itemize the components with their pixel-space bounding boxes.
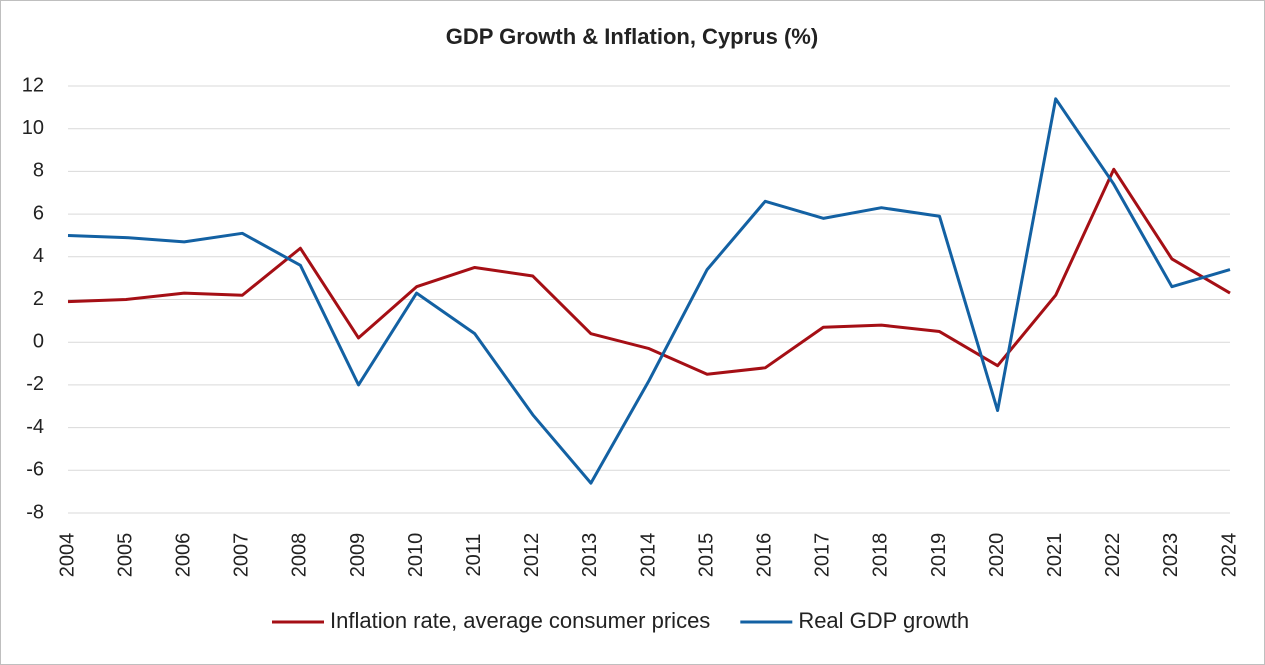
y-tick-label: -6 xyxy=(26,459,44,481)
x-tick-label: 2017 xyxy=(812,533,834,578)
y-tick-label: 0 xyxy=(33,330,44,352)
x-tick-label: 2014 xyxy=(637,533,659,578)
y-tick-label: -4 xyxy=(26,416,44,438)
chart-title: GDP Growth & Inflation, Cyprus (%) xyxy=(446,24,818,49)
x-tick-label: 2007 xyxy=(231,533,253,578)
x-tick-label: 2010 xyxy=(405,533,427,578)
y-tick-label: -8 xyxy=(26,501,44,523)
x-tick-label: 2018 xyxy=(870,533,892,578)
x-tick-label: 2005 xyxy=(114,533,136,578)
legend-label: Real GDP growth xyxy=(798,608,969,633)
x-tick-label: 2023 xyxy=(1160,533,1182,578)
legend-label: Inflation rate, average consumer prices xyxy=(330,608,710,633)
x-tick-label: 2008 xyxy=(289,533,311,578)
x-tick-label: 2004 xyxy=(56,533,78,578)
y-tick-label: 12 xyxy=(22,74,44,96)
x-tick-label: 2009 xyxy=(347,533,369,578)
x-tick-label: 2019 xyxy=(928,533,950,578)
x-tick-label: 2021 xyxy=(1044,533,1066,578)
x-tick-label: 2015 xyxy=(695,533,717,578)
y-tick-label: 8 xyxy=(33,160,44,182)
y-tick-label: 4 xyxy=(33,245,44,267)
y-tick-label: 2 xyxy=(33,288,44,310)
x-tick-label: 2024 xyxy=(1218,533,1240,578)
y-tick-label: 10 xyxy=(22,117,44,139)
series-line xyxy=(67,97,1231,485)
x-tick-label: 2022 xyxy=(1102,533,1124,578)
y-tick-label: -2 xyxy=(26,373,44,395)
x-tick-label: 2013 xyxy=(579,533,601,578)
x-tick-label: 2006 xyxy=(172,533,194,578)
y-tick-label: 6 xyxy=(33,202,44,224)
x-tick-label: 2012 xyxy=(521,533,543,578)
x-tick-label: 2016 xyxy=(753,533,775,578)
x-tick-label: 2020 xyxy=(986,533,1008,578)
series-line xyxy=(67,167,1231,376)
x-tick-label: 2011 xyxy=(463,533,485,576)
